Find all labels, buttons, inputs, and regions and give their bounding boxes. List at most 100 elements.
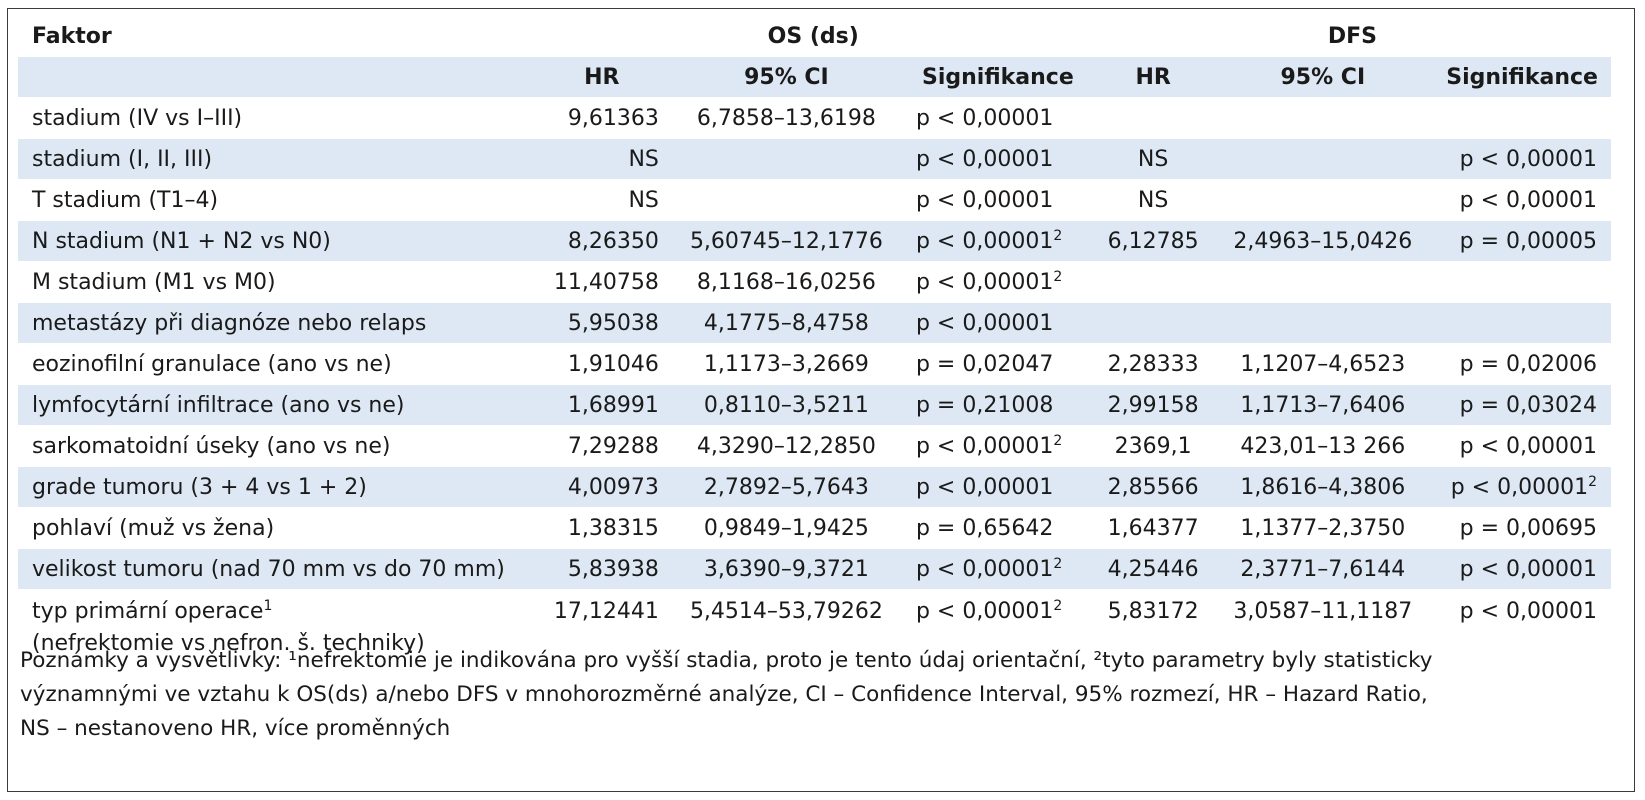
table-row: eozinofilní granulace (ano vs ne) 1,91046… (18, 344, 1611, 385)
factor-cell: stadium (I, II, III) (18, 139, 533, 180)
header-os-sig: Signifikance (901, 57, 1094, 98)
os-hr-cell-text: 5,83938 (567, 556, 659, 582)
os-sig-cell-text: p < 0,00001 (915, 187, 1054, 213)
os-sig-cell-text: p < 0,00001 (915, 105, 1054, 131)
dfs-ci-cell-text: 1,1207–4,6523 (1240, 351, 1406, 377)
os-hr-cell-text: 7,29288 (567, 433, 659, 459)
os-ci-cell: 6,7858–13,6198 (670, 98, 902, 139)
factor-cell-text: T stadium (T1–4) (32, 187, 219, 213)
os-hr-cell-text: 5,95038 (567, 310, 659, 336)
footnote-line: Poznámky a vysvětlivky: ¹nefrektomie je … (20, 648, 1433, 673)
dfs-sig-cell: p < 0,00001 (1433, 426, 1611, 467)
header-dfs-ci: 95% CI (1212, 57, 1434, 98)
dfs-sig-cell: p < 0,00001 (1433, 180, 1611, 221)
os-sig-cell: p < 0,00001 (901, 139, 1094, 180)
os-ci-cell-text: 6,7858–13,6198 (696, 105, 876, 131)
os-hr-cell: 5,83938 (532, 549, 671, 590)
factor-cell: velikost tumoru (nad 70 mm vs do 70 mm) (18, 549, 533, 590)
os-sig-cell: p = 0,02047 (901, 344, 1094, 385)
dfs-ci-cell: 1,1377–2,3750 (1212, 508, 1434, 549)
os-sig-cell-text: p < 0,00001 (915, 146, 1054, 172)
dfs-hr-cell (1093, 98, 1213, 139)
dfs-hr-cell (1093, 262, 1213, 303)
dfs-hr-cell-text: 4,25446 (1107, 556, 1199, 582)
dfs-ci-cell: 423,01–13 266 (1212, 426, 1434, 467)
os-ci-cell-text: 8,1168–16,0256 (696, 269, 876, 295)
os-ci-cell-text: 5,60745–12,1776 (689, 228, 883, 254)
header-row-groups: Faktor OS (ds) DFS (18, 16, 1611, 57)
header-factor: Faktor (18, 16, 533, 57)
dfs-hr-cell: 2,28333 (1093, 344, 1213, 385)
os-hr-cell-text: 1,91046 (567, 351, 659, 377)
os-sig-cell: p < 0,000012 (901, 262, 1094, 303)
os-ci-cell-text: 5,4514–53,79262 (689, 599, 883, 624)
table-row: grade tumoru (3 + 4 vs 1 + 2) 4,00973 2,78… (18, 467, 1611, 508)
os-hr-cell-text: 1,68991 (567, 392, 659, 418)
os-sig-cell: p < 0,000012 (901, 426, 1094, 467)
dfs-sig-cell-text: p < 0,00001 (1459, 433, 1597, 459)
os-ci-cell: 5,4514–53,79262 (670, 590, 902, 669)
os-ci-cell: 2,7892–5,7643 (670, 467, 902, 508)
os-hr-cell: 1,38315 (532, 508, 671, 549)
os-hr-cell: NS (532, 180, 671, 221)
table-row: T stadium (T1–4) NS p < 0,00001 NS p < 0,000… (18, 180, 1611, 221)
footnote-line: NS – nestanoveno HR, více proměnných (20, 716, 451, 741)
dfs-ci-cell (1212, 98, 1434, 139)
os-sig-cell: p < 0,000012 (901, 221, 1094, 262)
dfs-sig-cell (1433, 303, 1611, 344)
os-sig-cell-text: p = 0,02047 (915, 351, 1054, 377)
factor-cell-text: pohlaví (muž vs žena) (32, 515, 275, 541)
os-hr-cell: 1,91046 (532, 344, 671, 385)
os-hr-cell: NS (532, 139, 671, 180)
os-hr-cell: 1,68991 (532, 385, 671, 426)
dfs-hr-cell-text: 1,64377 (1107, 515, 1199, 541)
dfs-sig-cell: p = 0,00005 (1433, 221, 1611, 262)
os-hr-cell: 17,12441 (532, 590, 671, 669)
header-dfs-hr: HR (1093, 57, 1213, 98)
os-ci-cell: 3,6390–9,3721 (670, 549, 902, 590)
dfs-hr-cell-text: 2369,1 (1114, 433, 1192, 459)
dfs-sig-cell-text: p < 0,00001 (1450, 474, 1589, 500)
dfs-ci-cell-text: 2,4963–15,0426 (1233, 228, 1413, 254)
factor-cell: typ primární operace1 (nefrektomie vs nef… (18, 590, 533, 669)
factor-cell: lymfocytární infiltrace (ano vs ne) (18, 385, 533, 426)
os-hr-cell-text: 11,40758 (553, 269, 659, 295)
dfs-sig-cell: p < 0,00001 (1433, 549, 1611, 590)
os-sig-cell-text: p = 0,21008 (915, 392, 1054, 418)
footnote-marker: 2 (1588, 473, 1597, 490)
factor-cell-text: sarkomatoidní úseky (ano vs ne) (32, 433, 391, 459)
os-hr-cell: 8,26350 (532, 221, 671, 262)
dfs-sig-cell-text: p = 0,00695 (1459, 515, 1597, 541)
os-hr-cell: 4,00973 (532, 467, 671, 508)
os-hr-cell: 7,29288 (532, 426, 671, 467)
factor-cell: eozinofilní granulace (ano vs ne) (18, 344, 533, 385)
os-sig-cell: p < 0,000012 (901, 549, 1094, 590)
header-empty (18, 57, 533, 98)
dfs-hr-cell: 2,85566 (1093, 467, 1213, 508)
os-sig-cell-text: p = 0,65642 (915, 515, 1054, 541)
os-sig-cell: p < 0,00001 (901, 303, 1094, 344)
footnote-line: významnými ve vztahu k OS(ds) a/nebo DFS… (20, 682, 1428, 707)
os-sig-cell: p < 0,00001 (901, 180, 1094, 221)
factor-cell-text: lymfocytární infiltrace (ano vs ne) (32, 392, 405, 418)
dfs-sig-cell-text: p = 0,02006 (1459, 351, 1597, 377)
dfs-sig-cell-text: p < 0,00001 (1459, 146, 1597, 172)
dfs-ci-cell-text: 3,0587–11,1187 (1233, 599, 1413, 624)
os-hr-cell-text: NS (628, 146, 659, 172)
dfs-hr-cell-text: 2,99158 (1107, 392, 1199, 418)
header-os-hr: HR (532, 57, 671, 98)
table-row: velikost tumoru (nad 70 mm vs do 70 mm) 5… (18, 549, 1611, 590)
dfs-sig-cell-text: p < 0,00001 (1459, 599, 1597, 624)
header-row-columns: HR 95% CI Signifikance HR 95% CI Signifi… (18, 57, 1611, 98)
table-row: lymfocytární infiltrace (ano vs ne) 1,689… (18, 385, 1611, 426)
factor-cell: T stadium (T1–4) (18, 180, 533, 221)
os-ci-cell-text: 4,3290–12,2850 (696, 433, 876, 459)
factor-cell-text: metastázy při diagnóze nebo relaps (32, 310, 427, 336)
factor-cell-text: velikost tumoru (nad 70 mm vs do 70 mm) (32, 556, 505, 582)
dfs-ci-cell: 1,1713–7,6406 (1212, 385, 1434, 426)
factor-cell: grade tumoru (3 + 4 vs 1 + 2) (18, 467, 533, 508)
os-hr-cell: 11,40758 (532, 262, 671, 303)
factor-cell-text: N stadium (N1 + N2 vs N0) (32, 228, 331, 254)
header-group-os: OS (ds) (532, 16, 1094, 57)
os-ci-cell (670, 180, 902, 221)
